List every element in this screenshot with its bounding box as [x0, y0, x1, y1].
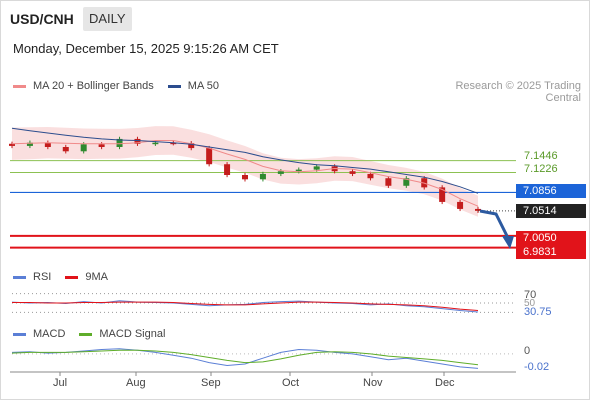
rsi-current-value-label: 30.75: [524, 306, 552, 318]
research-credit: Research © 2025 Trading Central: [455, 80, 581, 104]
candle-body: [152, 142, 159, 145]
macd-signal-line: [11, 349, 479, 366]
macd-line: [11, 348, 479, 369]
candle-body: [44, 142, 51, 147]
main-price-panel: [9, 126, 516, 249]
macd-signal-legend-label: MACD Signal: [99, 328, 166, 340]
x-tick-label: Nov: [363, 377, 383, 389]
rsi-9ma-swatch: [65, 275, 79, 279]
candle-body: [9, 143, 15, 146]
ma50-line: [11, 127, 479, 194]
macd-legend-label: MACD: [33, 328, 66, 340]
candle-body: [457, 201, 464, 209]
macd-current-value-label: -0.02: [524, 361, 550, 373]
last-price-tag: 7.0514: [516, 204, 586, 218]
rsi-level-70-label: 70: [524, 289, 537, 301]
x-tick-label: Aug: [126, 377, 146, 389]
macd-panel: [11, 348, 516, 369]
resistance-level-lower-label: 7.1226: [524, 163, 558, 175]
candle-body: [26, 142, 33, 146]
candle-body: [242, 175, 248, 180]
x-tick-label: Oct: [282, 377, 300, 389]
ma50-legend-label: MA 50: [187, 80, 219, 92]
candle-body: [224, 164, 231, 175]
rsi-9ma-line: [12, 301, 479, 311]
macd-swatch: [13, 332, 26, 336]
candle-body: [295, 169, 302, 172]
main-legend: MA 20 + Bollinger Bands MA 50: [13, 80, 219, 92]
support-level-lower-tag: 6.9831: [516, 245, 586, 259]
macd-legend: MACD MACD Signal: [13, 328, 165, 340]
ma20-bb-legend-label: MA 20 + Bollinger Bands: [33, 80, 154, 92]
candle-body: [134, 138, 141, 144]
candle-body: [403, 178, 410, 186]
candle-body: [116, 138, 123, 147]
currency-pair-title: USD/CNH: [10, 11, 74, 27]
pivot-level-tag: 7.0856: [516, 184, 586, 198]
chart-timestamp: Monday, December 15, 2025 9:15:26 AM CET: [13, 41, 279, 56]
ma50-swatch: [167, 84, 181, 88]
support-level-upper-tag: 7.0050: [516, 231, 586, 245]
resistance-level-upper-label: 7.1446: [524, 150, 558, 162]
candle-body: [367, 173, 374, 179]
candle-body: [385, 178, 392, 186]
macd-zero-label: 0: [524, 345, 531, 357]
candle-body: [188, 143, 195, 149]
x-tick-label: Jul: [53, 377, 68, 389]
x-tick-label: Dec: [435, 377, 455, 389]
rsi-panel: [11, 293, 516, 313]
period-selector-button[interactable]: DAILY: [83, 7, 132, 31]
forecast-arrow: [479, 209, 510, 239]
rsi-legend: RSI 9MA: [13, 271, 108, 283]
rsi-level-50-label: 50: [524, 298, 536, 309]
ma20-line: [11, 140, 479, 207]
macd-signal-swatch: [79, 332, 93, 336]
candle-body: [98, 144, 105, 147]
candle-body: [62, 147, 69, 152]
candle-body: [206, 148, 213, 165]
candle-body: [170, 142, 177, 145]
candle-body: [349, 171, 356, 174]
candle-body: [277, 171, 284, 174]
forecast-arrowhead: [502, 236, 514, 249]
candle-body: [313, 166, 320, 170]
candle-body: [439, 187, 446, 202]
bollinger-band: [12, 126, 478, 217]
x-tick-label: Sep: [201, 377, 221, 389]
candle-body: [475, 208, 481, 211]
rsi-legend-label: RSI: [33, 271, 52, 283]
rsi-9ma-legend-label: 9MA: [85, 271, 108, 283]
candle-body: [80, 144, 87, 152]
x-axis: [10, 371, 516, 376]
candle-body: [259, 173, 266, 180]
rsi-swatch: [13, 275, 26, 279]
ma20-swatch: [13, 84, 26, 88]
